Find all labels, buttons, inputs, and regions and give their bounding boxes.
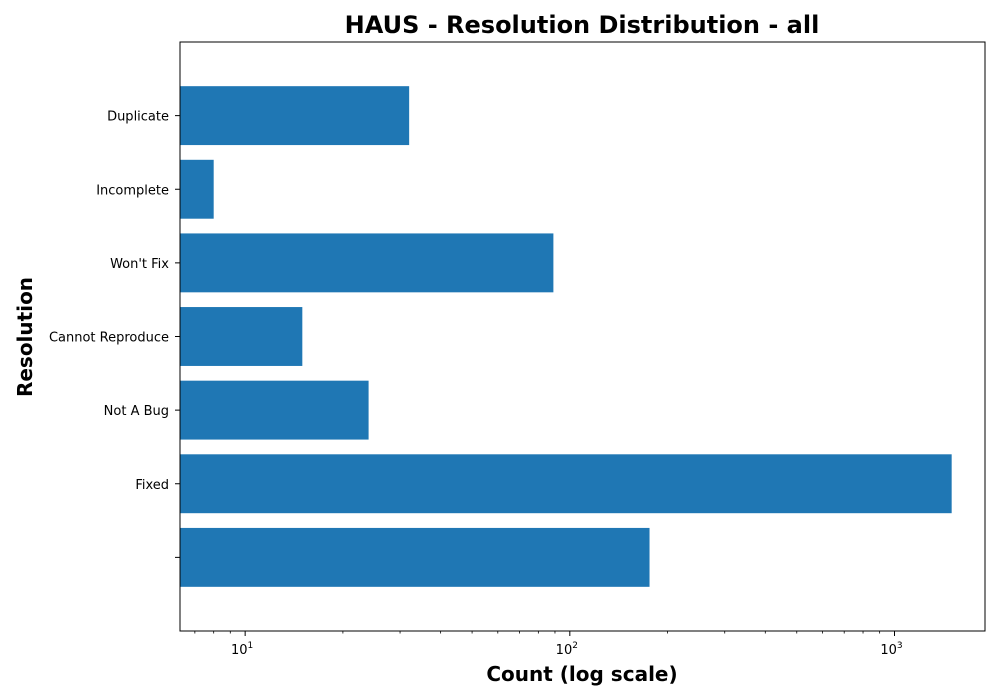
y-axis-ticks: Fixed Not A Bug Cannot Reproduce Won't Fix I… [49, 110, 180, 558]
y-tick-label-4: Won't Fix [110, 257, 169, 272]
x-axis-ticks: 101 102 103 [194, 631, 903, 658]
x-axis-label: Count (log scale) [486, 662, 677, 686]
y-tick-label-2: Not A Bug [104, 404, 169, 419]
bar-4 [180, 233, 554, 293]
bar-0 [180, 527, 650, 587]
bar-6 [180, 86, 410, 146]
y-tick-label-3: Cannot Reproduce [49, 331, 169, 346]
y-axis-label: Resolution [13, 277, 37, 397]
x-tick-label-0: 101 [231, 641, 253, 658]
y-tick-label-6: Duplicate [107, 110, 169, 125]
bar-1 [180, 454, 952, 514]
bar-3 [180, 307, 303, 366]
bars-group [180, 86, 952, 587]
bar-5 [180, 159, 214, 219]
y-tick-label-1: Fixed [135, 478, 169, 493]
x-tick-label-2: 103 [880, 641, 902, 658]
y-tick-label-5: Incomplete [96, 183, 169, 198]
bar-2 [180, 380, 369, 440]
x-tick-label-1: 102 [556, 641, 578, 658]
chart-title: HAUS - Resolution Distribution - all [345, 11, 820, 39]
